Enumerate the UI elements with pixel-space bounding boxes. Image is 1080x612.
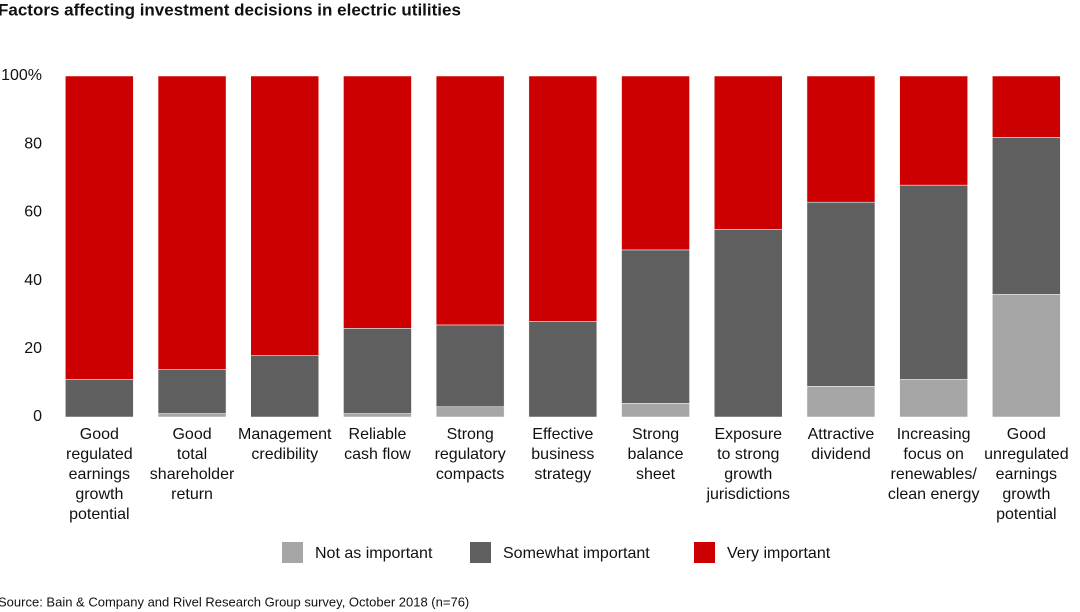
legend-label: Somewhat important [503,545,650,562]
bar-segment [714,75,783,230]
y-tick-label: 20 [24,340,42,357]
x-tick-label: credibility [251,446,318,463]
bar-segment [899,184,968,380]
bar-segment [157,75,227,370]
x-tick-label: regulated [66,446,133,463]
bar-segment [621,249,690,404]
bar-segment [528,75,598,322]
bar-segment [435,75,505,326]
x-tick-label: Effective [532,426,593,443]
x-tick-label: sheet [636,466,676,483]
x-tick-label: clean energy [888,486,980,503]
x-tick-label: Exposure [714,426,782,443]
bar-segment [806,386,876,418]
bar-segment [806,75,876,203]
x-tick-label: growth [724,466,772,483]
x-tick-label: Good [1007,426,1046,443]
bar-segment [806,201,876,387]
x-tick-label: Management [238,426,332,443]
bar-segment [528,321,598,418]
y-tick-label: 60 [24,204,42,221]
legend-swatch [694,542,715,563]
chart-title: Factors affecting investment decisions i… [0,0,461,19]
legend-swatch [282,542,303,563]
x-tick-label: focus on [903,446,963,463]
x-tick-label: Attractive [808,426,875,443]
legend-label: Very important [727,545,831,562]
bar-segment [992,137,1061,295]
bar-segment [621,403,690,418]
y-tick-label: 80 [24,135,42,152]
legend-label: Not as important [315,545,433,562]
x-tick-label: earnings [69,466,130,483]
bar-segment [157,413,227,418]
bar-segment [435,324,505,408]
x-tick-label: Good [172,426,211,443]
x-tick-label: strategy [534,466,591,483]
x-tick-label: dividend [811,446,871,463]
bar-segment [992,75,1061,138]
x-tick-label: total [177,446,207,463]
x-tick-label: to strong [717,446,779,463]
bar-segment [899,379,968,418]
bar-segment [65,379,134,418]
bar-segment [157,369,227,414]
bar-segment [714,229,783,418]
bar-segment [343,413,412,418]
bar-segment [343,328,412,414]
y-tick-label: 0 [33,408,42,425]
bar-segment [250,355,319,418]
x-tick-label: potential [69,506,130,523]
x-tick-label: jurisdictions [705,486,790,503]
bar-segment [65,75,134,380]
x-tick-label: balance [628,446,684,463]
x-tick-label: growth [1002,486,1050,503]
x-tick-label: business [531,446,594,463]
bar-segment [621,75,690,251]
x-tick-label: Strong [447,426,494,443]
x-tick-label: unregulated [984,446,1069,463]
x-tick-label: cash flow [344,446,411,463]
bar-segment [992,293,1061,418]
x-tick-label: Strong [632,426,679,443]
x-tick-label: return [171,486,213,503]
source-note: Source: Bain & Company and Rivel Researc… [0,594,469,609]
x-tick-label: Reliable [349,426,407,443]
bar-segment [435,406,505,418]
x-tick-label: growth [75,486,123,503]
x-tick-label: earnings [996,466,1057,483]
x-tick-label: potential [996,506,1057,523]
x-tick-label: shareholder [150,466,235,483]
bar-segment [899,75,968,186]
x-tick-label: Increasing [897,426,971,443]
x-tick-label: Good [80,426,119,443]
legend-swatch [470,542,491,563]
x-tick-label: regulatory [435,446,506,463]
y-tick-label: 40 [24,272,42,289]
x-tick-label: compacts [436,466,504,483]
bar-segment [250,75,319,356]
x-tick-label: renewables/ [891,466,978,483]
bar-segment [343,75,412,329]
y-tick-label: 100% [1,67,42,84]
